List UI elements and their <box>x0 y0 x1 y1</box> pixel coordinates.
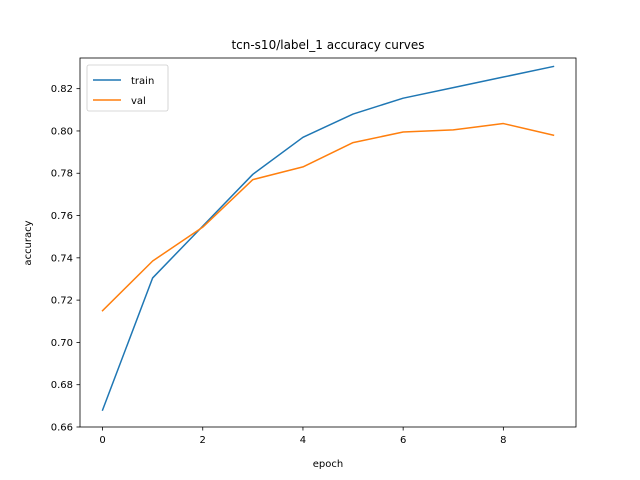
y-tick-label: 0.80 <box>51 126 73 137</box>
axes: 0 2 4 6 8 0.66 0.68 0.70 0.72 0.74 0.76 0.78 0.80 0.8… <box>51 57 577 446</box>
series-line-train <box>101 65 555 412</box>
y-tick-label: 0.82 <box>51 84 73 95</box>
legend-box <box>86 64 169 112</box>
x-tick-label: 8 <box>500 435 506 446</box>
series-line-val <box>101 122 555 312</box>
axes-frame <box>79 57 577 428</box>
y-tick-label: 0.70 <box>51 338 73 349</box>
plot-area <box>101 65 555 412</box>
y-tick-label: 0.74 <box>51 253 73 264</box>
x-axis-label: epoch <box>313 459 343 470</box>
x-tick-label: 0 <box>99 435 105 446</box>
x-tick-label: 6 <box>400 435 406 446</box>
legend: train val <box>86 64 169 112</box>
legend-label-val: val <box>131 96 146 107</box>
y-tick-label: 0.76 <box>51 211 73 222</box>
legend-label-train: train <box>131 76 154 87</box>
y-tick-label: 0.66 <box>51 423 73 434</box>
chart-title: tcn-s10/label_1 accuracy curves <box>231 38 424 52</box>
x-tick-label: 2 <box>200 435 206 446</box>
x-tick-label: 4 <box>300 435 306 446</box>
y-axis-label: accuracy <box>23 220 34 265</box>
y-tick-label: 0.78 <box>51 169 73 180</box>
y-tick-label: 0.68 <box>51 380 73 391</box>
y-tick-label: 0.72 <box>51 296 73 307</box>
